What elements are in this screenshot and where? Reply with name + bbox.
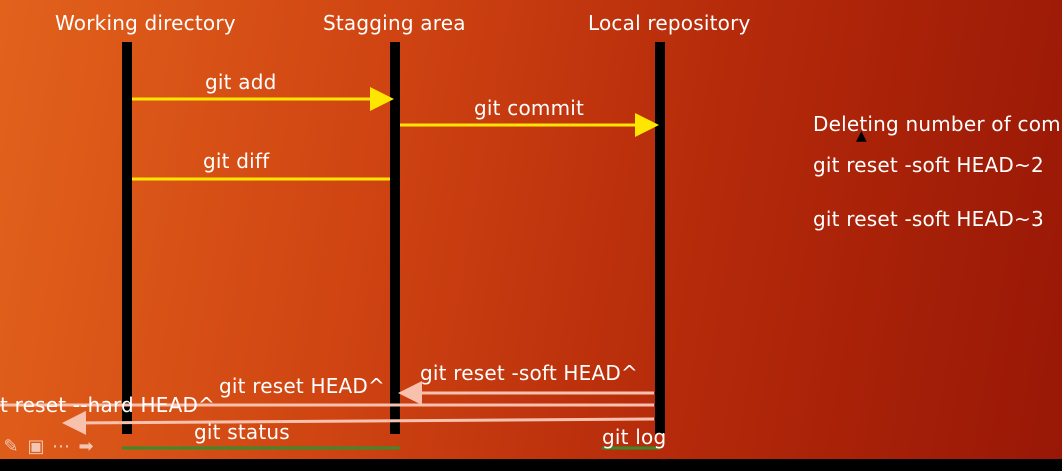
git-reset-hard-arrow bbox=[62, 410, 655, 435]
git-commit-label: git commit bbox=[474, 96, 585, 120]
local-repository-title: Local repository bbox=[588, 11, 751, 35]
git-status-label: git status bbox=[194, 420, 290, 444]
git-add-label: git add bbox=[205, 70, 277, 94]
git-reset-hard-label: t reset --hard HEAD^ bbox=[0, 393, 216, 417]
side-note-cmd-2: git reset -soft HEAD~3 bbox=[813, 207, 1044, 231]
pen-icon[interactable]: ✎ bbox=[3, 435, 19, 457]
side-note-heading: Deleting number of comm bbox=[813, 112, 1062, 136]
bottom-black-bar bbox=[0, 459, 1062, 471]
git-log-label: git log bbox=[602, 425, 667, 449]
side-note-cmd-1: git reset -soft HEAD~2 bbox=[813, 153, 1044, 177]
working-directory-title: Working directory bbox=[55, 11, 236, 35]
git-reset-soft-label: git reset -soft HEAD^ bbox=[420, 361, 638, 385]
slide-icon[interactable]: ▣ bbox=[27, 435, 45, 457]
mouse-cursor-icon: ▲ bbox=[856, 128, 867, 144]
staging-area-title: Stagging area bbox=[323, 11, 466, 35]
git-diff-label: git diff bbox=[203, 149, 270, 173]
next-arrow-icon[interactable]: ➡ bbox=[78, 435, 94, 457]
working-directory-lane bbox=[122, 42, 132, 434]
git-reset-head-label: git reset HEAD^ bbox=[219, 374, 385, 398]
more-icon[interactable]: ⋯ bbox=[52, 435, 70, 457]
local-repository-lane bbox=[655, 42, 665, 434]
staging-area-lane bbox=[390, 42, 400, 434]
presentation-toolbar: ✎ ▣ ⋯ ➡ bbox=[0, 433, 97, 459]
